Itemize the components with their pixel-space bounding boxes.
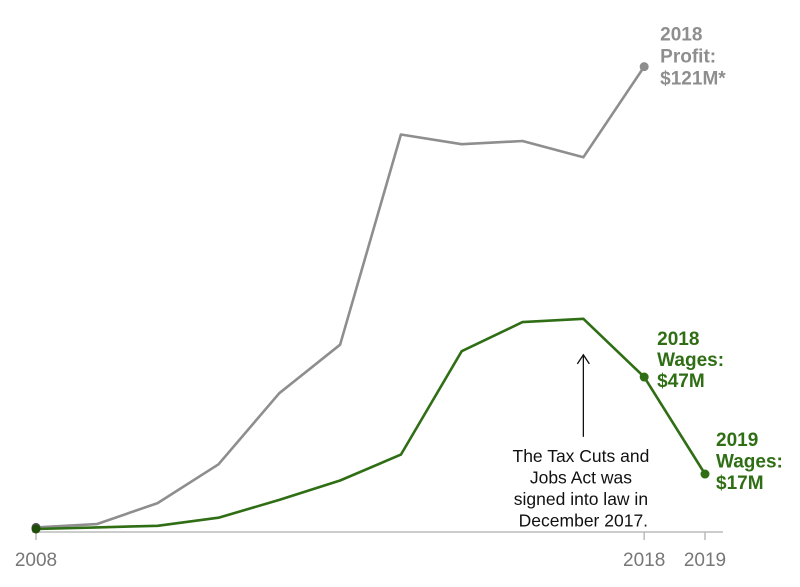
annotation-line-3: signed into law in xyxy=(514,489,648,509)
wages-2018-label: 2018 Wages: $47M xyxy=(657,329,729,392)
wages-2018-label-caption: Wages: xyxy=(657,350,724,371)
annotation-line-2: Jobs Act was xyxy=(530,467,632,487)
profit-label-year: 2018 xyxy=(660,25,702,46)
profit-label-caption: Profit: xyxy=(660,47,716,68)
annotation-text: The Tax Cuts and Jobs Act was signed int… xyxy=(513,446,655,530)
annotation: The Tax Cuts and Jobs Act was signed int… xyxy=(513,353,655,530)
series-lines xyxy=(35,65,707,531)
series-points xyxy=(31,62,710,534)
x-tick-label-2019: 2019 xyxy=(684,550,726,571)
wages-2019-label-year: 2019 xyxy=(716,430,758,451)
profit-2018-label: 2018 Profit: $121M* xyxy=(660,25,726,90)
wages-2018-label-value: $47M xyxy=(657,371,705,392)
wages-2019-label: 2019 Wages: $17M xyxy=(716,430,788,494)
wages-point-2018 xyxy=(639,372,649,382)
x-tick-label-2008: 2008 xyxy=(15,550,57,571)
annotation-arrow-head xyxy=(576,353,590,365)
wages-point-2019 xyxy=(700,469,710,479)
wages-2019-label-value: $17M xyxy=(716,473,764,494)
x-tick-label-2018: 2018 xyxy=(623,550,665,571)
profit-point-2018 xyxy=(639,62,649,72)
profit-line xyxy=(35,65,646,529)
annotation-line-1: The Tax Cuts and xyxy=(513,446,650,466)
x-ticks: 2008 2018 2019 xyxy=(15,532,726,571)
annotation-line-4: December 2017. xyxy=(519,510,648,530)
wages-line xyxy=(35,317,707,531)
wages-2018-label-year: 2018 xyxy=(657,329,699,350)
wages-2019-label-caption: Wages: xyxy=(716,452,783,473)
wages-point-2008 xyxy=(31,524,41,534)
profit-label-value: $121M* xyxy=(660,69,726,90)
